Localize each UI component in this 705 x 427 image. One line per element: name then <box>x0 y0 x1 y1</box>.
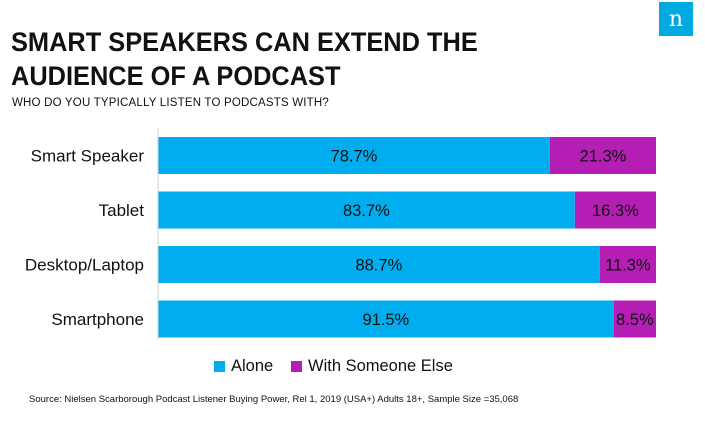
bars-group: Smart Speaker 78.7% 21.3% Tablet 83.7% 16.3% D… <box>25 137 656 338</box>
category-label-smart-speaker: Smart Speaker <box>31 147 145 166</box>
data-label-tablet-with-someone-else: 16.3% <box>592 202 639 220</box>
bar-smartphone-with-someone-else <box>613 300 656 338</box>
bar-desktop-laptop-alone <box>158 246 600 283</box>
bar-smart-speaker-with-someone-else <box>549 137 656 174</box>
chart-subtitle: WHO DO YOU TYPICALLY LISTEN TO PODCASTS … <box>12 97 330 109</box>
bar-tablet-with-someone-else <box>574 191 656 229</box>
data-label-smartphone-alone: 91.5% <box>362 311 409 329</box>
legend-item-with-someone-else: With Someone Else <box>291 357 453 376</box>
stacked-bar-chart: Smart Speaker 78.7% 21.3% Tablet 83.7% 16.3% D… <box>25 128 656 340</box>
data-label-desktop-laptop-alone: 88.7% <box>355 257 402 275</box>
legend-swatch-alone <box>214 361 225 372</box>
data-label-smart-speaker-alone: 78.7% <box>331 148 378 166</box>
legend-label-alone: Alone <box>231 357 274 375</box>
bar-desktop-laptop-with-someone-else <box>599 246 656 283</box>
source-note: Source: Nielsen Scarborough Podcast List… <box>29 394 519 405</box>
logo-glyph: n <box>669 7 683 32</box>
data-label-smart-speaker-with-someone-else: 21.3% <box>580 148 627 166</box>
category-label-smartphone: Smartphone <box>51 310 144 329</box>
bar-smart-speaker-alone <box>158 137 550 174</box>
page-title: SMART SPEAKERS CAN EXTEND THE AUDIENCE O… <box>11 27 478 91</box>
data-label-desktop-laptop-with-someone-else: 11.3% <box>605 257 651 275</box>
legend-item-alone: Alone <box>214 357 273 376</box>
legend-label-with-someone-else: With Someone Else <box>308 357 453 375</box>
bar-smartphone-alone <box>158 300 614 338</box>
data-label-tablet-alone: 83.7% <box>343 202 390 220</box>
legend-swatch-with-someone-else <box>291 361 302 372</box>
nielsen-logo-icon: n <box>659 2 693 36</box>
logo-background <box>659 2 693 36</box>
bar-tablet-alone <box>158 191 575 229</box>
chart-legend: Alone With Someone Else <box>0 357 705 381</box>
category-label-tablet: Tablet <box>99 201 145 220</box>
category-label-desktop-laptop: Desktop/Laptop <box>25 256 144 275</box>
data-label-smartphone-with-someone-else: 8.5% <box>616 311 654 329</box>
